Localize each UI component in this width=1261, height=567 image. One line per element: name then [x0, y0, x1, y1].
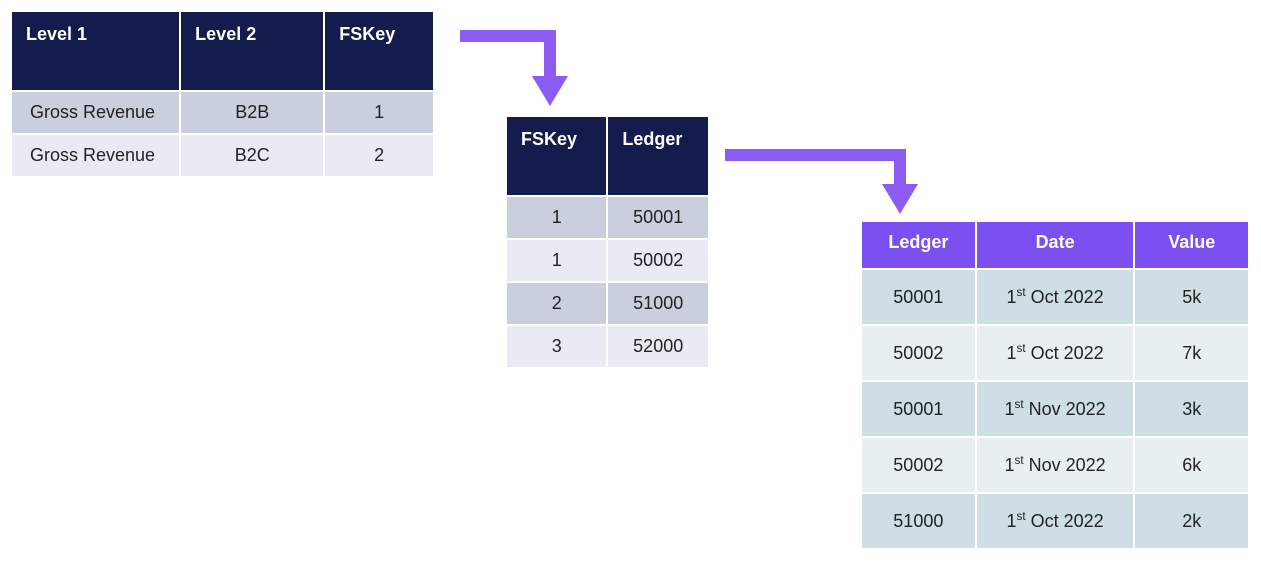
- cell: 6k: [1134, 437, 1249, 493]
- table-row: 50002 1st Oct 2022 7k: [861, 325, 1249, 381]
- table-row: 3 52000: [506, 325, 709, 368]
- cell: B2B: [180, 91, 324, 134]
- arrow-icon: [455, 18, 585, 113]
- table-row: 51000 1st Oct 2022 2k: [861, 493, 1249, 549]
- table3-col-ledger: Ledger: [861, 221, 976, 269]
- cell: Gross Revenue: [11, 134, 180, 177]
- table2-body: 1 50001 1 50002 2 51000 3 52000: [506, 196, 709, 368]
- cell: 2k: [1134, 493, 1249, 549]
- table3-col-value: Value: [1134, 221, 1249, 269]
- cell: 51000: [607, 282, 709, 325]
- cell: Gross Revenue: [11, 91, 180, 134]
- table1-col-level2: Level 2: [180, 11, 324, 91]
- table-row: 1 50001: [506, 196, 709, 239]
- cell: 3k: [1134, 381, 1249, 437]
- table-row: Gross Revenue B2B 1: [11, 91, 434, 134]
- table3-body: 50001 1st Oct 2022 5k 50002 1st Oct 2022…: [861, 269, 1249, 549]
- table-row: Gross Revenue B2C 2: [11, 134, 434, 177]
- cell: 7k: [1134, 325, 1249, 381]
- table1-header: Level 1 Level 2 FSKey: [11, 11, 434, 91]
- table2-col-fskey: FSKey: [506, 116, 607, 196]
- cell-date: 1st Oct 2022: [976, 325, 1135, 381]
- table-row: 2 51000: [506, 282, 709, 325]
- cell: 2: [324, 134, 434, 177]
- table-fskey-ledger: FSKey Ledger 1 50001 1 50002 2 51000 3 5…: [505, 115, 710, 369]
- table3-col-date: Date: [976, 221, 1135, 269]
- cell: 3: [506, 325, 607, 368]
- table-row: 1 50002: [506, 239, 709, 282]
- table1-col-level1: Level 1: [11, 11, 180, 91]
- table-row: 50002 1st Nov 2022 6k: [861, 437, 1249, 493]
- cell: 50002: [861, 437, 976, 493]
- table-ledger-values: Ledger Date Value 50001 1st Oct 2022 5k …: [860, 220, 1250, 550]
- cell: 1: [506, 196, 607, 239]
- cell: 50001: [607, 196, 709, 239]
- cell: 52000: [607, 325, 709, 368]
- table-row: 50001 1st Oct 2022 5k: [861, 269, 1249, 325]
- table1-body: Gross Revenue B2B 1 Gross Revenue B2C 2: [11, 91, 434, 177]
- table2-col-ledger: Ledger: [607, 116, 709, 196]
- cell: 50001: [861, 269, 976, 325]
- cell-date: 1st Nov 2022: [976, 381, 1135, 437]
- cell-date: 1st Oct 2022: [976, 493, 1135, 549]
- cell: 50001: [861, 381, 976, 437]
- table1-col-fskey: FSKey: [324, 11, 434, 91]
- cell: 2: [506, 282, 607, 325]
- cell: B2C: [180, 134, 324, 177]
- cell: 5k: [1134, 269, 1249, 325]
- table2-header: FSKey Ledger: [506, 116, 709, 196]
- cell-date: 1st Nov 2022: [976, 437, 1135, 493]
- cell: 1: [506, 239, 607, 282]
- table3-header: Ledger Date Value: [861, 221, 1249, 269]
- cell: 1: [324, 91, 434, 134]
- cell: 50002: [607, 239, 709, 282]
- cell-date: 1st Oct 2022: [976, 269, 1135, 325]
- cell: 50002: [861, 325, 976, 381]
- table-row: 50001 1st Nov 2022 3k: [861, 381, 1249, 437]
- arrow-icon: [720, 140, 930, 220]
- cell: 51000: [861, 493, 976, 549]
- table-level-mapping: Level 1 Level 2 FSKey Gross Revenue B2B …: [10, 10, 435, 178]
